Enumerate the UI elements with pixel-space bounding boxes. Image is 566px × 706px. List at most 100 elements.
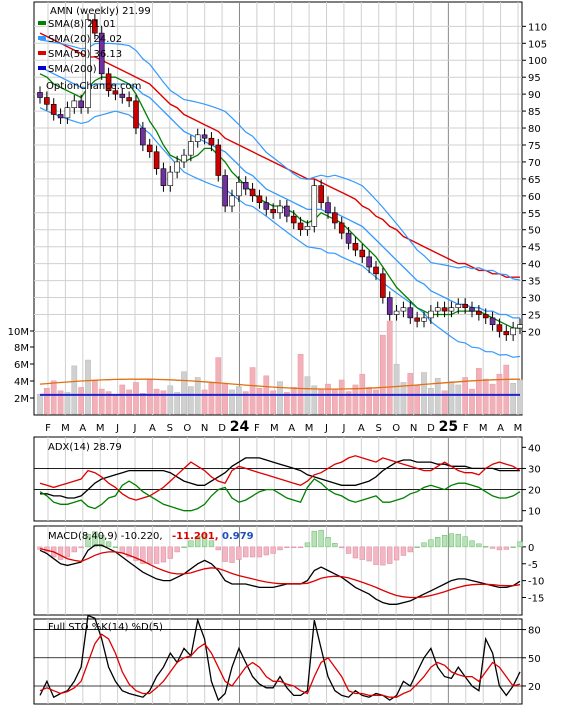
price-tick-label: 95 [528, 73, 541, 84]
price-tick-label: 20 [528, 327, 541, 338]
macd-histogram-bar [483, 546, 489, 548]
candle-body [119, 93, 126, 98]
macd-histogram-bar [441, 534, 448, 548]
candle-body [386, 297, 393, 315]
watermark: OptionChance.com [46, 81, 141, 92]
volume-bar [373, 389, 379, 415]
macd-histogram-bar [318, 529, 324, 548]
candle-body [345, 232, 352, 244]
volume-bar [249, 367, 256, 415]
macd-histogram-bar [133, 546, 139, 561]
candle-body [153, 151, 160, 170]
x-tick-label: M [479, 423, 488, 434]
macd-histogram-bar [380, 546, 386, 566]
macd-histogram-bar [393, 546, 400, 561]
macd-histogram-bar [476, 543, 482, 548]
macd-histogram-bar [448, 533, 455, 548]
candle-body [297, 222, 304, 231]
macd-title: MACD(8,40,9) -10.220, [48, 531, 163, 542]
candle-body [256, 195, 263, 203]
candle-body [311, 185, 318, 227]
x-tick-label: M [270, 423, 279, 434]
candle-body [469, 307, 475, 312]
macd-histogram-bar [387, 546, 393, 564]
volume-average-line [39, 378, 520, 390]
volume-bar [414, 385, 420, 415]
indicator-line-1 [39, 547, 521, 599]
adx-panel: 10 20 30 40 ADX(14) 28.79 [33, 436, 541, 522]
volume-bar [140, 393, 146, 415]
x-tick-label: F [463, 423, 469, 434]
volume-bar [153, 388, 160, 415]
macd-histogram-bar [215, 546, 221, 551]
macd-histogram-bar [188, 540, 194, 548]
volume-bar [242, 391, 249, 415]
sma50-line [39, 32, 520, 278]
indicator-line-2 [39, 478, 521, 512]
volume-bar [428, 388, 434, 415]
candle-body [194, 134, 201, 142]
macd-histogram-bar [222, 546, 228, 562]
candle-body [188, 141, 194, 156]
macd-histogram-bar [249, 546, 256, 558]
indicator-tick-label: 30 [528, 464, 541, 475]
macd-histogram-bar [455, 533, 461, 548]
candle-body [332, 212, 338, 224]
candle-body [428, 310, 434, 319]
macd-histogram-bar [510, 546, 516, 548]
price-tick-label: 40 [528, 260, 541, 271]
volume-bar [146, 378, 153, 415]
x-tick-label: O [392, 423, 400, 434]
macd-histogram-bar [366, 546, 372, 562]
x-tick-label: M [61, 423, 70, 434]
macd-histogram-bar [167, 546, 173, 559]
volume-bar [37, 393, 43, 415]
macd-histogram-bar [153, 546, 160, 564]
candle-body [174, 161, 180, 173]
macd-histogram-bar [407, 546, 413, 553]
candle-body [284, 205, 290, 217]
macd-histogram-bar [195, 535, 201, 548]
macd-histogram-bar [517, 541, 523, 548]
volume-bar [98, 388, 105, 415]
volume-bar [133, 382, 139, 415]
indicator-tick-label: -5 [528, 560, 538, 571]
candle-body [482, 314, 489, 319]
candle-body [92, 19, 98, 34]
volume-bar [57, 390, 64, 415]
candle-body [510, 327, 516, 336]
legend-label: SMA(20) 24.02 [48, 34, 122, 45]
volume-tick-label: 6M [14, 360, 29, 371]
volume-bar [297, 353, 304, 415]
candle-body [400, 307, 407, 312]
x-tick-label: S [376, 423, 382, 434]
volume-bar [352, 384, 359, 415]
x-tick-label: S [167, 423, 173, 434]
indicator-tick-label: 80 [528, 626, 541, 637]
macd-histogram-bar [332, 543, 338, 548]
candle-body [167, 171, 174, 186]
volume-bar [421, 372, 427, 415]
candle-body [448, 307, 455, 312]
price-tick-label: 70 [528, 158, 541, 169]
candle-body [455, 304, 462, 309]
x-tick-label: 25 [439, 419, 458, 435]
candle-body [215, 144, 222, 176]
legend-swatch [38, 21, 46, 25]
x-tick-label: A [79, 423, 86, 434]
indicator-tick-label: 10 [528, 507, 541, 518]
price-candles [37, 13, 523, 341]
volume-bar [201, 389, 208, 415]
x-tick-label: M [96, 423, 105, 434]
price-tick-label: 55 [528, 209, 541, 220]
x-tick-label: D [218, 423, 226, 434]
price-moving-averages [39, 32, 521, 358]
macd-histogram-bar [263, 546, 269, 556]
macd-histogram-bar [339, 546, 345, 549]
volume-bar [105, 391, 112, 415]
adx-title: ADX(14) 28.79 [48, 442, 122, 453]
macd-histogram-bar [489, 546, 496, 549]
indicator-tick-label: -15 [528, 594, 544, 605]
candle-body [229, 195, 235, 207]
volume-tick-label: 4M [14, 377, 29, 388]
